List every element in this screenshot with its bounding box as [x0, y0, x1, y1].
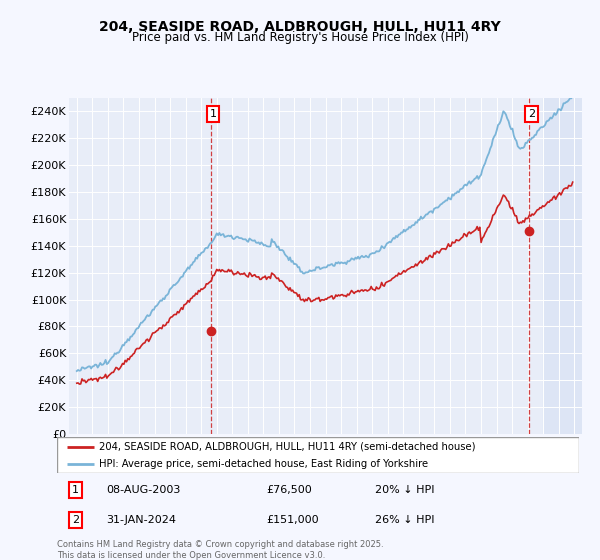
Text: £76,500: £76,500 — [266, 485, 311, 495]
Text: 26% ↓ HPI: 26% ↓ HPI — [376, 515, 435, 525]
Text: 2: 2 — [72, 515, 79, 525]
FancyBboxPatch shape — [57, 437, 579, 473]
Bar — [543, 98, 582, 434]
Text: 20% ↓ HPI: 20% ↓ HPI — [376, 485, 435, 495]
Text: Contains HM Land Registry data © Crown copyright and database right 2025.
This d: Contains HM Land Registry data © Crown c… — [57, 540, 383, 560]
Text: £151,000: £151,000 — [266, 515, 319, 525]
Text: 08-AUG-2003: 08-AUG-2003 — [107, 485, 181, 495]
Bar — [543, 98, 582, 434]
Text: 2: 2 — [527, 109, 535, 119]
Text: 1: 1 — [209, 109, 217, 119]
Text: 1: 1 — [72, 485, 79, 495]
Text: HPI: Average price, semi-detached house, East Riding of Yorkshire: HPI: Average price, semi-detached house,… — [99, 459, 428, 469]
Text: 204, SEASIDE ROAD, ALDBROUGH, HULL, HU11 4RY (semi-detached house): 204, SEASIDE ROAD, ALDBROUGH, HULL, HU11… — [99, 442, 475, 451]
Text: 204, SEASIDE ROAD, ALDBROUGH, HULL, HU11 4RY: 204, SEASIDE ROAD, ALDBROUGH, HULL, HU11… — [99, 20, 501, 34]
Text: Price paid vs. HM Land Registry's House Price Index (HPI): Price paid vs. HM Land Registry's House … — [131, 31, 469, 44]
Text: 31-JAN-2024: 31-JAN-2024 — [107, 515, 176, 525]
